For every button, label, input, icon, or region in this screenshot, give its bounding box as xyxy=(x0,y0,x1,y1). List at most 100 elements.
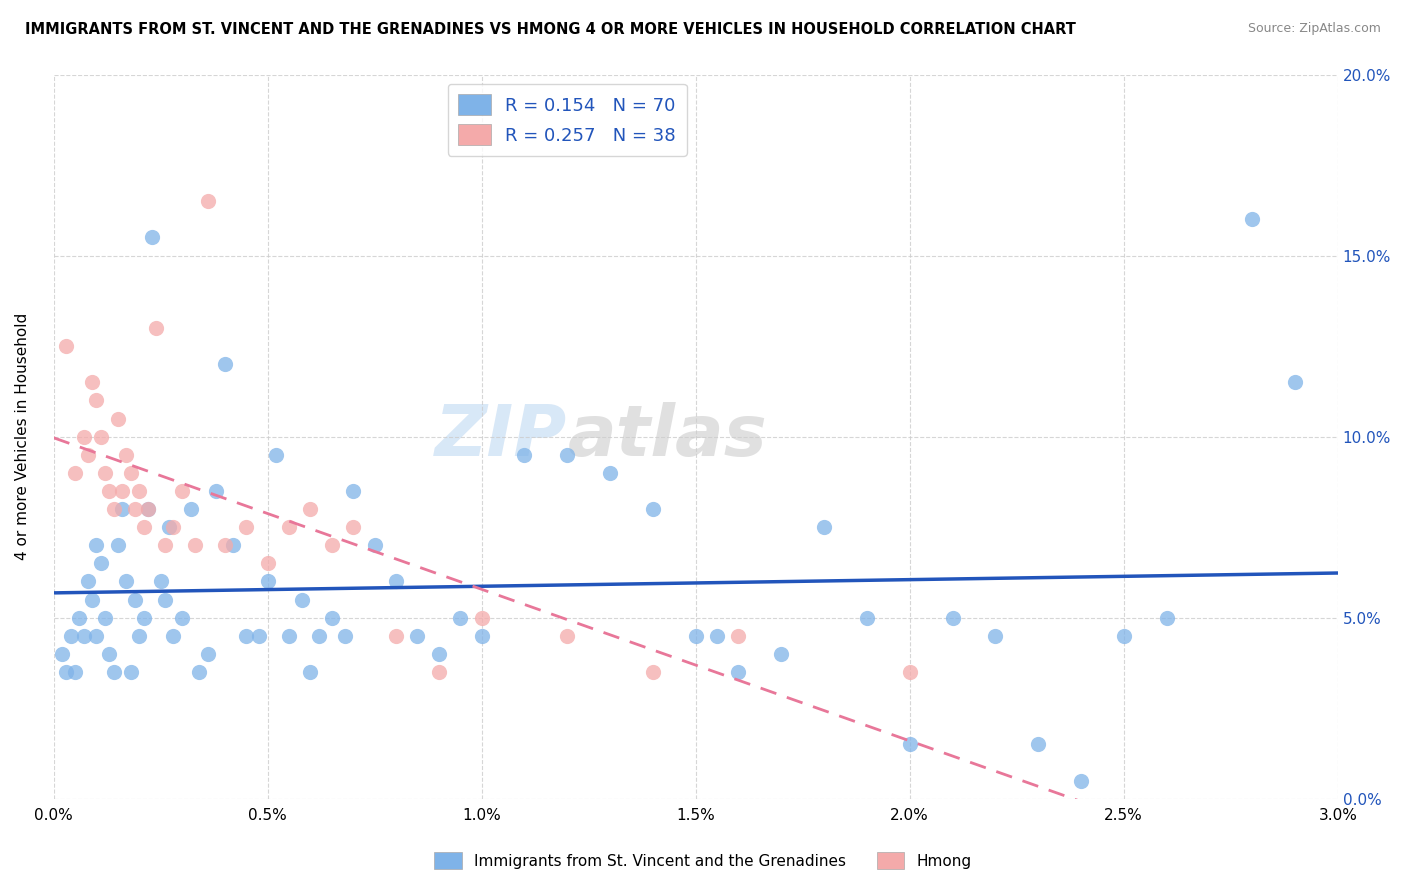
Point xyxy=(94,610,117,624)
Text: Source: ZipAtlas.com: Source: ZipAtlas.com xyxy=(1247,22,1381,36)
Point xyxy=(170,483,193,498)
Point xyxy=(363,538,385,552)
Point xyxy=(205,483,228,498)
Point xyxy=(63,665,86,679)
Point xyxy=(235,520,257,534)
Point xyxy=(813,520,835,534)
Point xyxy=(94,466,117,480)
Point xyxy=(214,357,236,371)
Point xyxy=(256,557,278,571)
Point xyxy=(86,393,108,408)
Point xyxy=(115,448,138,462)
Point xyxy=(120,466,142,480)
Point xyxy=(385,629,408,643)
Point xyxy=(103,502,125,516)
Text: ZIP: ZIP xyxy=(434,402,567,471)
Point xyxy=(153,538,176,552)
Point xyxy=(197,194,219,209)
Point xyxy=(1112,629,1135,643)
Point xyxy=(1284,376,1306,390)
Point xyxy=(449,610,471,624)
Point xyxy=(299,502,322,516)
Text: IMMIGRANTS FROM ST. VINCENT AND THE GRENADINES VS HMONG 4 OR MORE VEHICLES IN HO: IMMIGRANTS FROM ST. VINCENT AND THE GREN… xyxy=(25,22,1076,37)
Point xyxy=(157,520,180,534)
Point xyxy=(98,483,121,498)
Point xyxy=(145,321,167,335)
Point xyxy=(76,448,98,462)
Legend: R = 0.154   N = 70, R = 0.257   N = 38: R = 0.154 N = 70, R = 0.257 N = 38 xyxy=(447,84,688,156)
Point xyxy=(67,610,90,624)
Point xyxy=(856,610,879,624)
Point xyxy=(149,574,172,589)
Point xyxy=(641,502,664,516)
Point xyxy=(90,430,112,444)
Point xyxy=(321,610,343,624)
Point xyxy=(278,629,301,643)
Point xyxy=(214,538,236,552)
Point xyxy=(162,520,184,534)
Point xyxy=(72,629,94,643)
Point xyxy=(898,665,921,679)
Point xyxy=(471,610,494,624)
Point xyxy=(427,647,450,661)
Point xyxy=(555,448,578,462)
Point xyxy=(98,647,121,661)
Point xyxy=(72,430,94,444)
Point xyxy=(115,574,138,589)
Point xyxy=(197,647,219,661)
Point xyxy=(86,538,108,552)
Point xyxy=(599,466,621,480)
Point xyxy=(86,629,108,643)
Point xyxy=(120,665,142,679)
Point xyxy=(222,538,245,552)
Point xyxy=(513,448,536,462)
Point xyxy=(342,483,364,498)
Point xyxy=(180,502,202,516)
Point xyxy=(111,483,134,498)
Point xyxy=(124,592,146,607)
Point xyxy=(256,574,278,589)
Legend: Immigrants from St. Vincent and the Grenadines, Hmong: Immigrants from St. Vincent and the Gren… xyxy=(429,846,977,875)
Point xyxy=(128,483,150,498)
Point xyxy=(103,665,125,679)
Point xyxy=(727,665,749,679)
Point xyxy=(247,629,270,643)
Point xyxy=(264,448,287,462)
Point xyxy=(55,339,77,353)
Point xyxy=(308,629,330,643)
Point xyxy=(641,665,664,679)
Point xyxy=(555,629,578,643)
Point xyxy=(1070,773,1092,788)
Point xyxy=(59,629,82,643)
Point xyxy=(898,738,921,752)
Point xyxy=(291,592,314,607)
Point xyxy=(278,520,301,534)
Point xyxy=(107,538,129,552)
Point xyxy=(51,647,73,661)
Point xyxy=(76,574,98,589)
Point xyxy=(984,629,1007,643)
Point xyxy=(471,629,494,643)
Point xyxy=(132,610,155,624)
Point xyxy=(406,629,429,643)
Point xyxy=(321,538,343,552)
Point xyxy=(111,502,134,516)
Point xyxy=(82,376,104,390)
Point xyxy=(1241,212,1264,227)
Point xyxy=(124,502,146,516)
Point xyxy=(333,629,356,643)
Point xyxy=(727,629,749,643)
Text: atlas: atlas xyxy=(567,402,768,471)
Point xyxy=(1026,738,1049,752)
Point xyxy=(153,592,176,607)
Point xyxy=(136,502,159,516)
Point xyxy=(55,665,77,679)
Point xyxy=(128,629,150,643)
Point xyxy=(235,629,257,643)
Point xyxy=(385,574,408,589)
Y-axis label: 4 or more Vehicles in Household: 4 or more Vehicles in Household xyxy=(15,313,30,560)
Point xyxy=(299,665,322,679)
Point xyxy=(107,411,129,425)
Point xyxy=(90,557,112,571)
Point xyxy=(136,502,159,516)
